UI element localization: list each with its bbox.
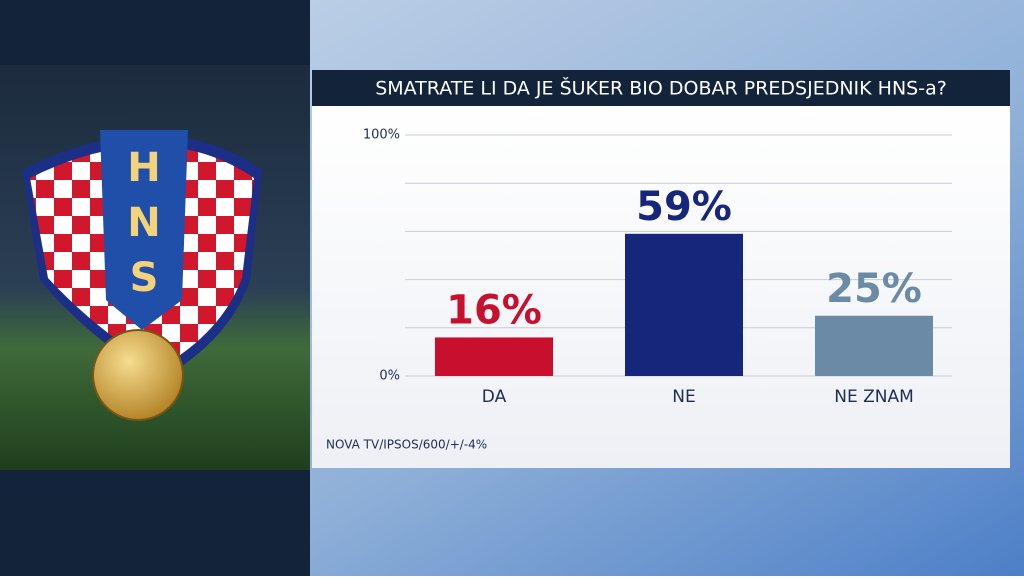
value-label: 16% (446, 287, 542, 333)
logo-ball (92, 329, 184, 421)
bar (625, 233, 743, 376)
logo-letter: H (127, 145, 160, 191)
logo-strip (100, 130, 188, 330)
bar (815, 315, 933, 376)
chart-title: SMATRATE LI DA JE ŠUKER BIO DOBAR PREDSJ… (375, 76, 947, 100)
y-tick-label: 100% (363, 128, 400, 143)
logo: H N S (22, 130, 262, 421)
logo-letter: N (127, 200, 160, 246)
y-tick-label: 0% (379, 369, 400, 384)
x-tick-label: NE ZNAM (834, 387, 914, 407)
value-label: 59% (636, 184, 732, 230)
source-note: NOVA TV/IPSOS/600/+/-4% (326, 438, 487, 452)
bar (435, 337, 553, 376)
logo-letter: S (130, 255, 159, 301)
value-label: 25% (826, 266, 922, 312)
x-tick-label: NE (672, 387, 695, 407)
title-bar (312, 70, 1010, 106)
x-tick-label: DA (482, 387, 507, 407)
